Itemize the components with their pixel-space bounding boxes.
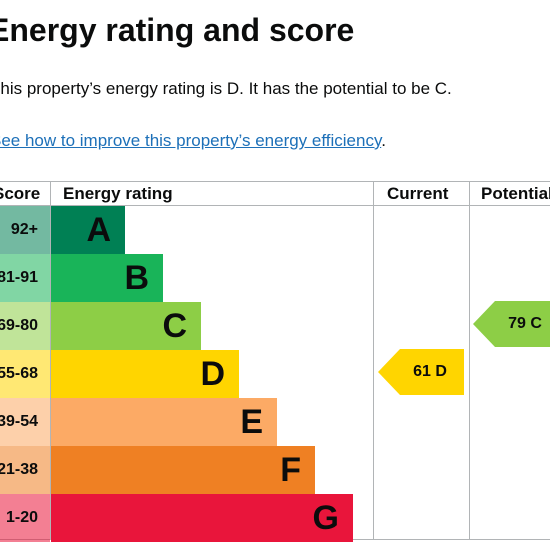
header-current: Current — [387, 184, 449, 203]
score-range-d — [0, 350, 50, 398]
band-d: D — [51, 350, 239, 398]
score-range-a-text: 92+ — [0, 206, 50, 254]
page-title: Energy rating and score — [0, 12, 355, 48]
score-range-e — [0, 398, 50, 446]
band-d-letter: D — [200, 355, 225, 393]
band-a: A — [51, 206, 125, 254]
potential-rating-arrow: 79 C — [473, 301, 550, 347]
score-range-c-text: 69-80 — [0, 302, 50, 350]
score-range-e-label: 39-54 — [0, 413, 38, 430]
score-range-b-text: 81-91 — [0, 254, 50, 302]
band-e: E — [51, 398, 277, 446]
band-b-letter: B — [124, 259, 149, 297]
score-range-f-label: 21-38 — [0, 461, 38, 478]
band-e-letter: E — [240, 403, 263, 441]
score-range-c-label: 69-80 — [0, 317, 38, 334]
score-range-g-label: 1-20 — [5, 509, 38, 526]
band-g: G — [51, 494, 353, 542]
score-range-b-label: 81-91 — [0, 269, 38, 286]
score-range-f-text: 21-38 — [0, 446, 50, 494]
header-energy-rating: Energy rating — [63, 184, 173, 203]
score-range-g — [0, 494, 50, 542]
score-range-g-text: 1-20 — [0, 494, 50, 542]
score-range-e-text: 39-54 — [0, 398, 50, 446]
band-f-letter: F — [280, 451, 301, 489]
score-range-f — [0, 446, 50, 494]
improve-link-suffix: . — [381, 131, 386, 150]
band-c: C — [51, 302, 201, 350]
band-f: F — [51, 446, 315, 494]
band-b: B — [51, 254, 163, 302]
improve-paragraph: See how to improve this property’s energ… — [0, 129, 386, 153]
header-potential: Potential — [481, 184, 550, 203]
band-c-letter: C — [162, 307, 187, 345]
score-range-c — [0, 302, 50, 350]
table-header-line — [0, 205, 550, 206]
band-g-letter: G — [312, 499, 339, 537]
column-divider-score — [50, 181, 51, 540]
rating-summary: This property’s energy rating is D. It h… — [0, 79, 452, 98]
score-range-b — [0, 254, 50, 302]
band-a-letter: A — [86, 211, 111, 249]
score-range-a-label: 92+ — [10, 221, 38, 238]
current-rating-arrow: 61 D — [378, 349, 464, 395]
score-range-d-label: 55-68 — [0, 365, 38, 382]
column-divider-current — [373, 181, 374, 540]
score-range-d-text: 55-68 — [0, 350, 50, 398]
improve-efficiency-link[interactable]: See how to improve this property’s energ… — [0, 131, 382, 150]
column-divider-potential — [469, 181, 470, 540]
score-range-a — [0, 206, 50, 254]
table-top-line — [0, 181, 550, 182]
header-score: Score — [0, 184, 41, 203]
